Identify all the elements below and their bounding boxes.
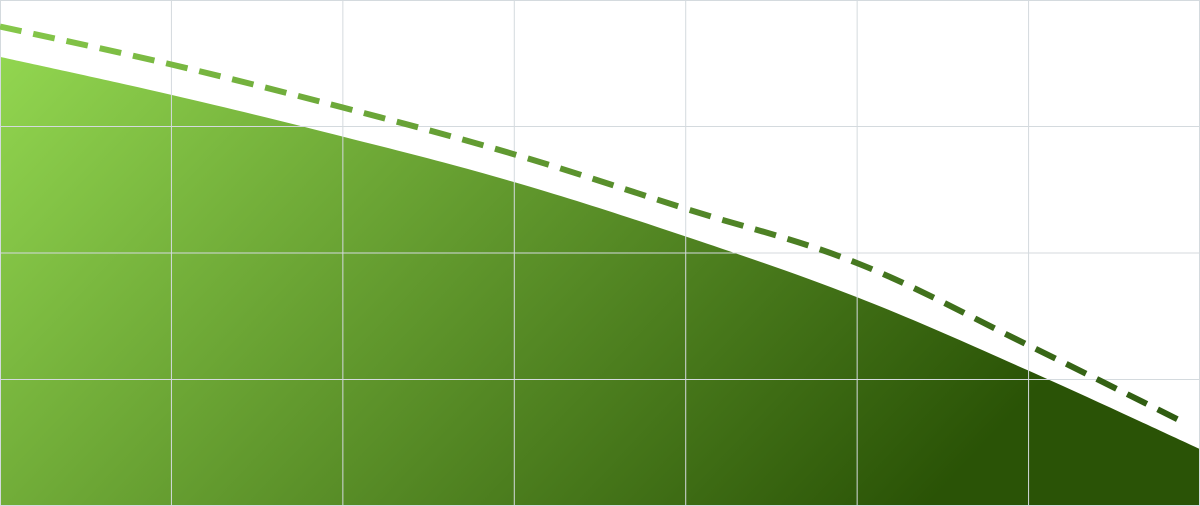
line-layer bbox=[0, 23, 1186, 426]
area-layer bbox=[0, 56, 1200, 506]
dashed-line-series bbox=[0, 23, 1186, 426]
area-series bbox=[0, 56, 1200, 506]
